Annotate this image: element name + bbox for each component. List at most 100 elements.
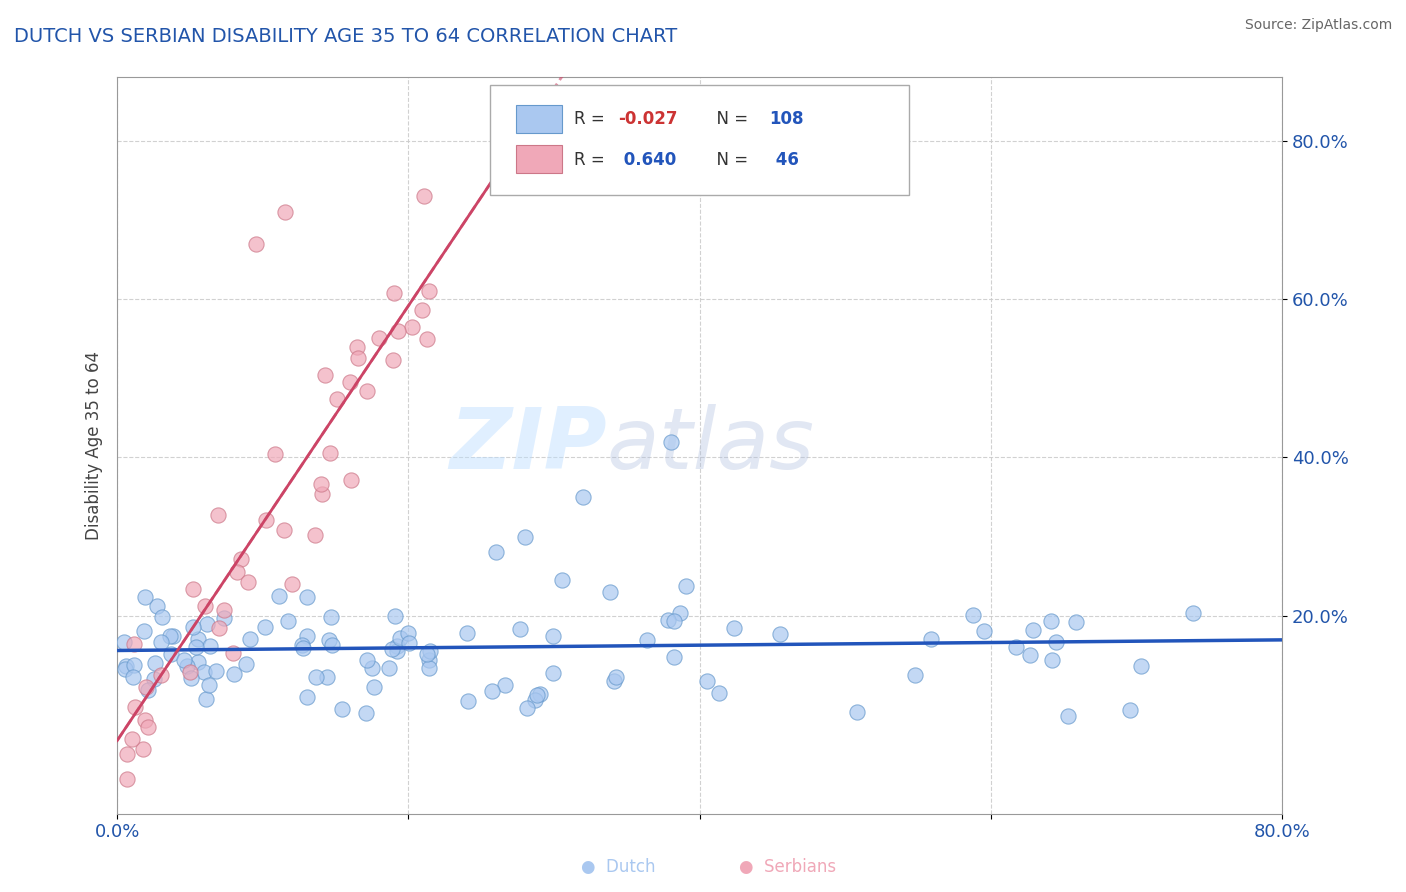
Point	[384, 609, 406, 624]
Point	[1056, 709, 1078, 723]
Point	[605, 670, 627, 684]
Point	[198, 639, 221, 653]
Text: DUTCH VS SERBIAN DISABILITY AGE 35 TO 64 CORRELATION CHART: DUTCH VS SERBIAN DISABILITY AGE 35 TO 64…	[14, 27, 678, 45]
Point	[238, 574, 260, 589]
Point	[212, 611, 235, 625]
Point	[360, 661, 382, 675]
Point	[184, 640, 207, 655]
Point	[723, 621, 745, 635]
Point	[1022, 624, 1045, 638]
Point	[121, 670, 143, 684]
Text: N =: N =	[706, 151, 752, 169]
Point	[664, 650, 686, 665]
Point	[173, 653, 195, 667]
Point	[225, 565, 247, 579]
Point	[1040, 614, 1063, 628]
Text: Source: ZipAtlas.com: Source: ZipAtlas.com	[1244, 18, 1392, 32]
Point	[339, 375, 361, 389]
Point	[347, 351, 370, 365]
Point	[523, 693, 546, 707]
Text: 108: 108	[769, 111, 804, 128]
Point	[494, 678, 516, 692]
Point	[346, 340, 368, 354]
Point	[194, 599, 217, 614]
Point	[124, 700, 146, 714]
Point	[412, 189, 434, 203]
Point	[1040, 652, 1063, 666]
Point	[304, 527, 326, 541]
Point	[707, 686, 730, 700]
Point	[541, 629, 564, 643]
Point	[920, 632, 942, 647]
Point	[368, 331, 391, 345]
Text: ●  Serbians: ● Serbians	[738, 858, 837, 876]
Point	[295, 629, 318, 643]
Point	[134, 713, 156, 727]
Text: atlas: atlas	[606, 404, 814, 487]
Point	[415, 647, 437, 661]
Point	[207, 508, 229, 522]
Point	[330, 702, 353, 716]
Point	[162, 629, 184, 643]
Point	[208, 621, 231, 635]
Point	[401, 320, 423, 334]
Point	[239, 632, 262, 646]
Point	[115, 747, 138, 761]
Point	[311, 486, 333, 500]
Point	[235, 657, 257, 671]
Point	[509, 622, 531, 636]
Point	[195, 616, 218, 631]
Point	[263, 447, 285, 461]
Point	[326, 392, 349, 406]
Text: R =: R =	[574, 151, 610, 169]
Point	[339, 473, 361, 487]
Bar	[516, 104, 562, 133]
Point	[149, 667, 172, 681]
Text: N =: N =	[706, 111, 752, 128]
Point	[245, 236, 267, 251]
Point	[675, 579, 697, 593]
Y-axis label: Disability Age 35 to 64: Disability Age 35 to 64	[86, 351, 103, 540]
Point	[1045, 635, 1067, 649]
Point	[180, 671, 202, 685]
Point	[1005, 640, 1028, 654]
Point	[187, 655, 209, 669]
Point	[205, 664, 228, 678]
Point	[485, 545, 508, 559]
Point	[134, 590, 156, 604]
Point	[117, 772, 139, 786]
Point	[181, 582, 204, 597]
Point	[416, 332, 439, 346]
Point	[1119, 703, 1142, 717]
Point	[231, 552, 253, 566]
Point	[159, 629, 181, 643]
Point	[1064, 615, 1087, 629]
Point	[114, 635, 136, 649]
Point	[318, 632, 340, 647]
Point	[769, 626, 792, 640]
Point	[904, 668, 927, 682]
Point	[315, 670, 337, 684]
Text: R =: R =	[574, 111, 610, 128]
Point	[150, 635, 173, 649]
Point	[143, 656, 166, 670]
Point	[254, 620, 277, 634]
Point	[418, 284, 440, 298]
Point	[273, 205, 295, 219]
Point	[599, 585, 621, 599]
Text: ●  Dutch: ● Dutch	[582, 858, 655, 876]
Point	[398, 635, 420, 649]
Point	[267, 589, 290, 603]
Point	[321, 610, 343, 624]
Point	[160, 647, 183, 661]
Point	[198, 678, 221, 692]
Point	[150, 609, 173, 624]
Point	[516, 701, 538, 715]
Point	[277, 614, 299, 628]
Point	[481, 683, 503, 698]
Point	[696, 674, 718, 689]
FancyBboxPatch shape	[491, 85, 910, 195]
Point	[309, 476, 332, 491]
Point	[321, 638, 343, 652]
Point	[291, 638, 314, 652]
